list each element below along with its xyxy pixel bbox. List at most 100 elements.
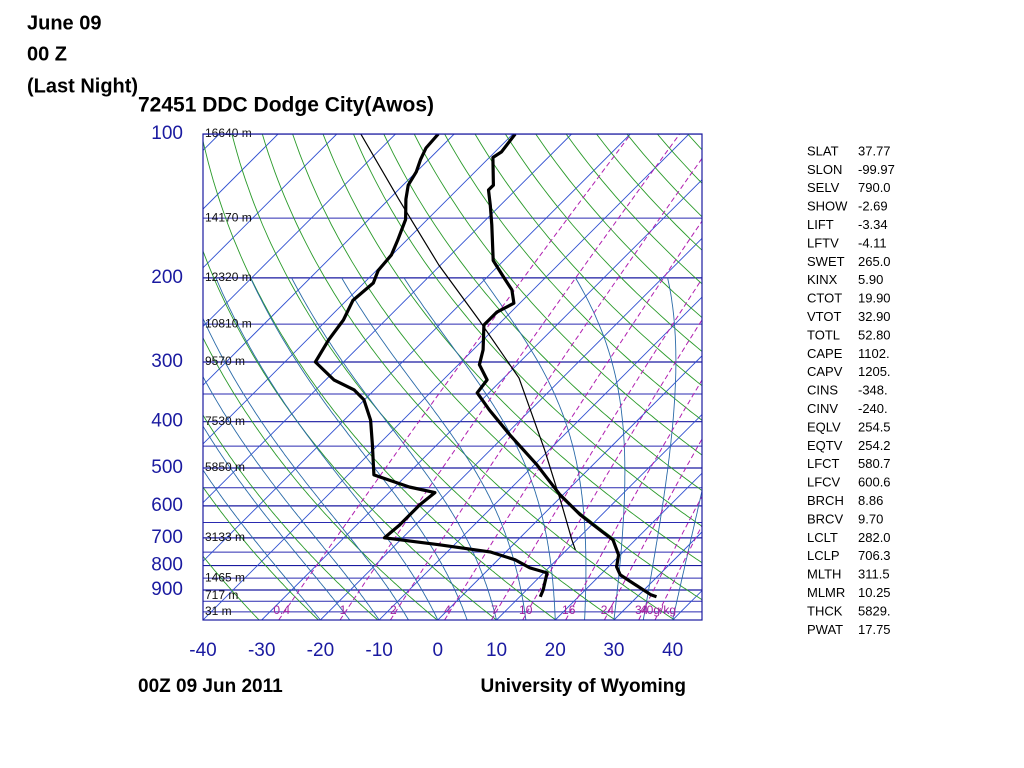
y-tick-label: 900 [151, 579, 183, 600]
index-name: SELV [807, 180, 840, 195]
mixing-ratio-label: 16 [562, 603, 576, 617]
dry-adiabat [322, 134, 702, 564]
dry-adiabat [203, 336, 438, 620]
moist-adiabat [203, 469, 321, 620]
x-tick-label: 30 [603, 640, 624, 661]
dry-adiabat [383, 134, 702, 492]
moist-adiabat [575, 277, 626, 620]
dry-adiabat [413, 134, 702, 456]
dry-adiabat [444, 134, 702, 421]
moist-adiabat [203, 375, 380, 620]
index-value: 706.3 [858, 548, 891, 563]
isotherm [0, 134, 161, 620]
index-value: 17.75 [858, 622, 891, 637]
mixing-ratio-label: 2 [390, 603, 397, 617]
isotherm [203, 134, 220, 151]
plot-frame [202, 133, 703, 621]
x-tick-label: 40 [662, 640, 683, 661]
isotherm [261, 179, 702, 620]
index-name: KINX [807, 272, 838, 287]
index-value: 580.7 [858, 456, 891, 471]
y-tick-label: 500 [151, 457, 183, 478]
index-name: LFCT [807, 456, 840, 471]
chart-title: 72451 DDC Dodge City(Awos) [138, 94, 434, 117]
mixing-ratio-label: 7 [491, 603, 498, 617]
y-tick-label: 400 [151, 411, 183, 432]
isotherm [203, 134, 455, 386]
index-name: SWET [807, 254, 845, 269]
isotherm [496, 413, 702, 620]
footer-source: University of Wyoming [480, 676, 686, 697]
y-tick-label: 300 [151, 351, 183, 372]
isotherm [203, 134, 338, 269]
index-value: 1102. [858, 346, 890, 361]
index-value: 1205. [858, 364, 891, 379]
height-label: 31 m [205, 604, 232, 618]
index-name: LFCV [807, 475, 841, 490]
moist-adiabat [203, 317, 409, 620]
x-tick-label: 20 [545, 640, 566, 661]
dry-adiabat [474, 134, 702, 387]
mixing-ratio-line [490, 278, 702, 620]
index-name: EQLV [807, 419, 841, 434]
moist-adiabat [203, 425, 351, 620]
x-tick-label: -40 [189, 640, 216, 661]
index-value: 37.77 [858, 143, 891, 158]
index-value: 19.90 [858, 291, 891, 306]
slide-title-line: (Last Night) [27, 75, 138, 97]
sounding-profile [360, 134, 576, 551]
index-value: -240. [858, 401, 888, 416]
y-tick-label: 700 [151, 527, 183, 548]
height-label: 5850 m [205, 460, 245, 474]
index-name: SHOW [807, 199, 848, 214]
index-name: CTOT [807, 291, 842, 306]
dry-adiabat [231, 134, 616, 620]
index-name: CINS [807, 383, 838, 398]
height-label: 1465 m [205, 570, 245, 584]
dry-adiabat [352, 134, 702, 527]
mixing-ratio-label: 10 [519, 603, 533, 617]
x-tick-label: -30 [248, 640, 275, 661]
index-name: LIFT [807, 217, 834, 232]
index-name: CAPV [807, 364, 843, 379]
index-value: -4.11 [858, 235, 887, 250]
index-name: THCK [807, 603, 843, 618]
mixing-ratio-label: 4 [444, 603, 451, 617]
moist-adiabat [642, 277, 677, 620]
sounding-profile [475, 134, 658, 599]
y-tick-label: 100 [151, 123, 183, 144]
index-name: EQTV [807, 438, 843, 453]
y-tick-label: 800 [151, 555, 183, 576]
index-value: 282.0 [858, 530, 891, 545]
index-value: 32.90 [858, 309, 891, 324]
index-name: BRCH [807, 493, 844, 508]
y-tick-label: 600 [151, 495, 183, 516]
index-name: SLON [807, 162, 842, 177]
index-value: 265.0 [858, 254, 891, 269]
index-value: 10.25 [858, 585, 891, 600]
dry-adiabat [203, 138, 557, 620]
mixing-ratio-line [444, 220, 702, 620]
x-tick-label: -20 [307, 640, 334, 661]
dry-adiabat [565, 134, 702, 285]
dry-adiabat [535, 134, 702, 319]
y-tick-label: 200 [151, 267, 183, 288]
diagram-grid [0, 134, 702, 620]
dry-adiabat [261, 134, 675, 620]
height-label: 14170 m [205, 210, 252, 224]
height-label: 12320 m [205, 270, 252, 284]
x-tick-label: 0 [433, 640, 444, 661]
height-label: 717 m [205, 588, 238, 602]
x-tick-label: 10 [486, 640, 507, 661]
isotherm [554, 472, 702, 620]
index-name: LCLT [807, 530, 838, 545]
index-value: 52.80 [858, 327, 891, 342]
height-label: 7530 m [205, 414, 245, 428]
index-name: BRCV [807, 511, 843, 526]
index-value: -99.97 [858, 162, 895, 177]
isotherm [672, 590, 702, 620]
moist-adiabat [250, 277, 468, 620]
